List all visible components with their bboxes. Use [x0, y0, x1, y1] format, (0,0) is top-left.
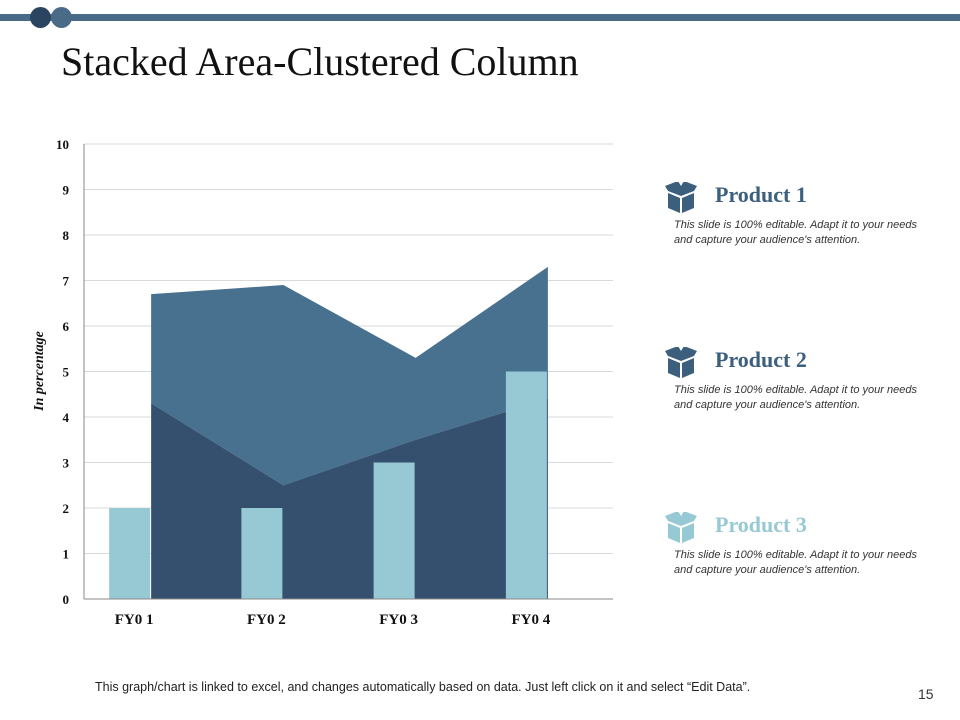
y-tick-label: 0: [63, 592, 70, 607]
y-tick-label: 5: [63, 365, 70, 380]
y-tick-label: 1: [63, 547, 70, 562]
column-product-3: [505, 371, 547, 599]
column-product-3: [241, 508, 283, 599]
y-tick-label: 7: [63, 274, 70, 289]
y-tick-label: 10: [56, 137, 69, 152]
legend-description: This slide is 100% editable. Adapt it to…: [674, 384, 917, 411]
area-product-2: [151, 266, 548, 486]
x-tick-label: FY0 4: [512, 612, 551, 628]
y-tick-label: 8: [63, 228, 70, 243]
column-product-3: [373, 462, 415, 599]
y-tick-label: 9: [63, 183, 70, 198]
legend-name: Product 2: [715, 347, 807, 372]
x-tick-label: FY0 1: [115, 612, 154, 628]
column-product-3: [109, 508, 151, 599]
y-tick-label: 2: [63, 501, 70, 516]
slide-title: Stacked Area-Clustered Column: [61, 39, 579, 84]
legend-description: This slide is 100% editable. Adapt it to…: [674, 549, 917, 576]
y-tick-label: 3: [63, 456, 70, 471]
x-tick-label: FY0 3: [379, 612, 418, 628]
legend-description: This slide is 100% editable. Adapt it to…: [674, 219, 917, 246]
top-accent-bar: [0, 7, 960, 28]
y-axis-title: In percentage: [32, 331, 47, 412]
legend-name: Product 1: [715, 182, 807, 207]
legend-name: Product 3: [715, 512, 807, 537]
accent-line: [0, 14, 960, 21]
accent-dot: [51, 7, 72, 28]
page-number: 15: [918, 686, 934, 702]
y-tick-label: 4: [63, 410, 70, 425]
y-tick-label: 6: [63, 319, 70, 334]
accent-dot: [30, 7, 51, 28]
box-icon: [665, 512, 697, 543]
box-icon: [665, 347, 697, 378]
footer-note: This graph/chart is linked to excel, and…: [95, 680, 751, 694]
box-icon: [665, 182, 697, 213]
x-tick-label: FY0 2: [247, 612, 286, 628]
